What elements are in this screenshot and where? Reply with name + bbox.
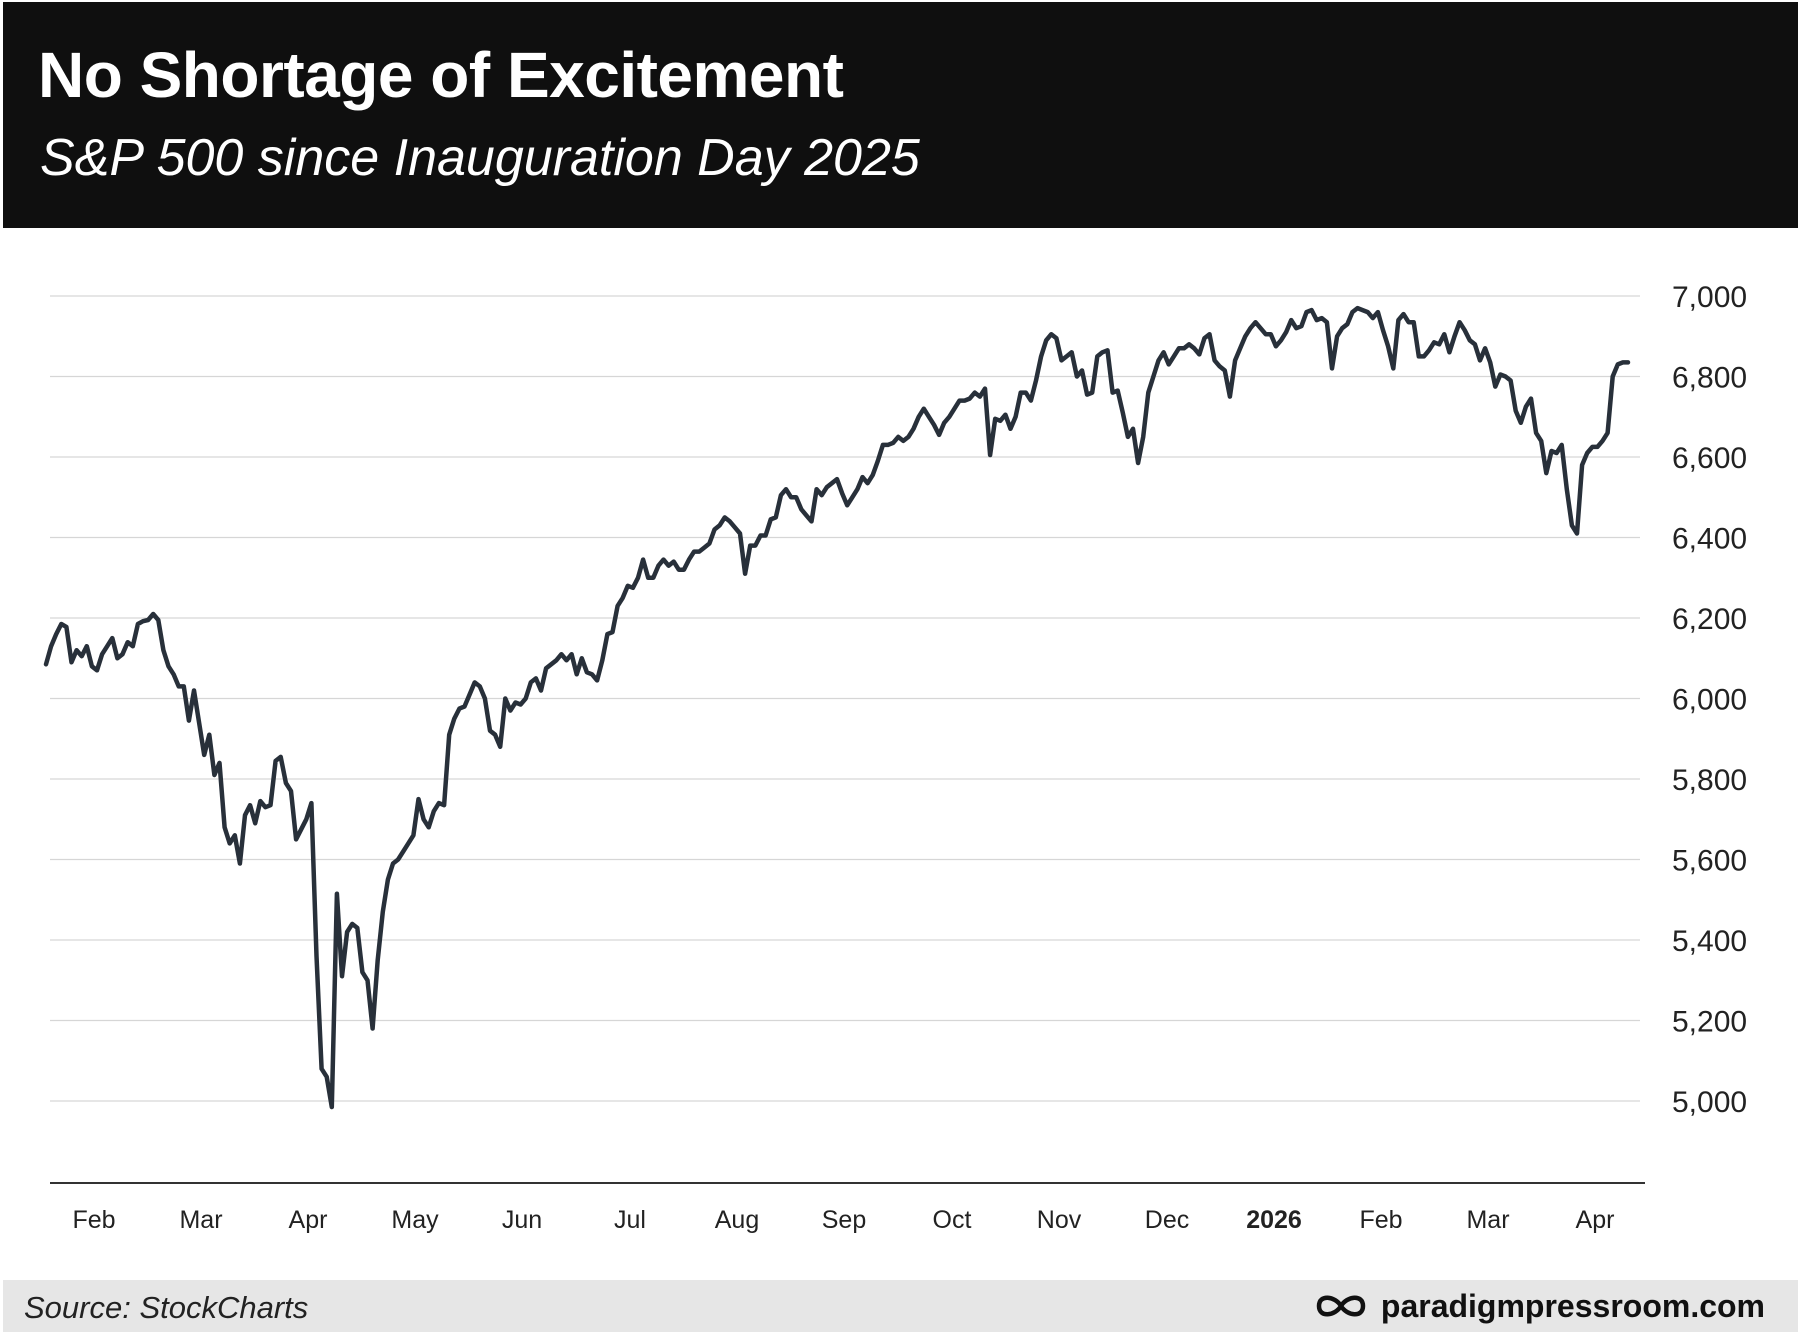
chart-subtitle: S&P 500 since Inauguration Day 2025 [40, 129, 920, 187]
x-tick-label: Jul [614, 1206, 646, 1234]
x-tick-label: Mar [1466, 1206, 1509, 1234]
line-chart: 5,000 5,200 5,400 5,600 5,800 6,000 6,200 6,400… [43, 281, 1747, 1234]
x-tick-label: Aug [715, 1206, 759, 1234]
y-tick-label: 6,600 [1672, 442, 1747, 475]
chart-header: No Shortage of Excitement S&P 500 since … [3, 2, 1798, 228]
y-tick-label: 5,600 [1672, 845, 1747, 878]
x-tick-label: Mar [179, 1206, 222, 1234]
series-line-sp500 [43, 305, 1631, 1110]
chart-title: No Shortage of Excitement [38, 39, 844, 111]
y-tick-label: 5,200 [1672, 1006, 1747, 1039]
brand: paradigmpressroom.com [1313, 1288, 1765, 1324]
y-axis-labels: 5,000 5,200 5,400 5,600 5,800 6,000 6,200 6,400… [1672, 281, 1747, 1119]
infinity-icon [1316, 1295, 1366, 1317]
x-tick-label: Jun [502, 1206, 542, 1234]
x-tick-label: Feb [1359, 1206, 1402, 1234]
x-tick-label: Oct [933, 1206, 972, 1234]
y-tick-label: 5,800 [1672, 764, 1747, 797]
y-tick-label: 6,400 [1672, 523, 1747, 556]
x-tick-label: 2026 [1246, 1206, 1302, 1234]
x-tick-label: Sep [822, 1206, 866, 1234]
y-tick-label: 6,200 [1672, 603, 1747, 636]
brand-text: paradigmpressroom.com [1380, 1287, 1765, 1324]
x-tick-label: Nov [1037, 1206, 1082, 1234]
x-tick-label: Apr [1576, 1206, 1615, 1234]
y-tick-label: 5,400 [1672, 925, 1747, 958]
y-tick-label: 6,000 [1672, 684, 1747, 717]
x-tick-label: Feb [72, 1206, 115, 1234]
x-tick-label: Dec [1145, 1206, 1189, 1234]
y-tick-label: 7,000 [1672, 281, 1747, 314]
y-tick-label: 6,800 [1672, 362, 1747, 395]
x-tick-label: Apr [289, 1206, 328, 1234]
x-tick-label: May [391, 1206, 439, 1234]
y-tick-label: 5,000 [1672, 1086, 1747, 1119]
source-note: Source: StockCharts [24, 1290, 309, 1325]
gridlines [50, 295, 1640, 1102]
chart-footer: Source: StockCharts paradigmpressroom.co… [3, 1280, 1798, 1332]
x-axis-labels: Feb Mar Apr May Jun Jul Aug Sep Oct Nov Dec 2026 Feb… [72, 1206, 1614, 1234]
